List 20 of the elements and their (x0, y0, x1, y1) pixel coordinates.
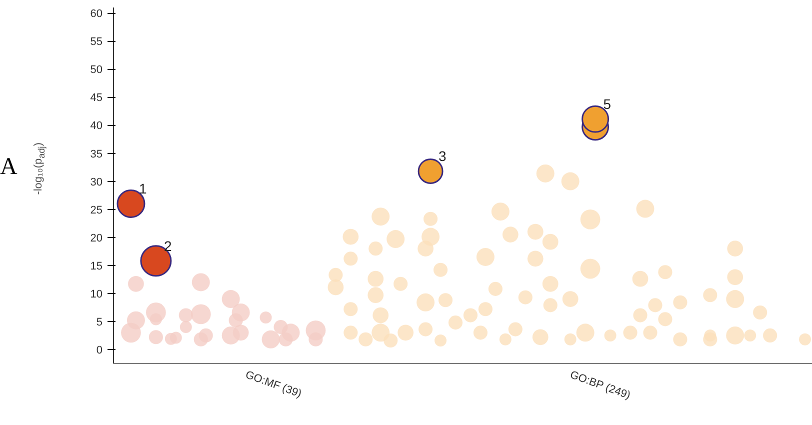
annotation: 5 (603, 96, 612, 112)
x-tick-label: GO:BP (249) (568, 368, 632, 402)
y-tick-label: 15 (90, 260, 103, 272)
y-tick-label: 35 (90, 148, 103, 160)
y-tick-label: 45 (90, 92, 103, 104)
y-tick-label: 60 (90, 8, 103, 20)
text: A (0, 153, 18, 182)
y-tick-label: 55 (90, 36, 103, 48)
annotation: 3 (438, 148, 447, 164)
y-tick-label: 30 (90, 176, 103, 188)
y-tick-label: 25 (90, 204, 103, 216)
annotation: 1 (138, 180, 147, 197)
y-tick-label: 5 (96, 316, 103, 328)
x-tick-label: GO:MF (39) (244, 368, 303, 400)
annotation: 2 (164, 238, 172, 254)
y-tick-label: 50 (90, 64, 103, 76)
y-tick-label: 0 (96, 344, 103, 356)
y-tick-label: 20 (90, 232, 103, 244)
y-tick-label: 10 (90, 288, 103, 300)
y-tick-label: 40 (90, 120, 103, 132)
